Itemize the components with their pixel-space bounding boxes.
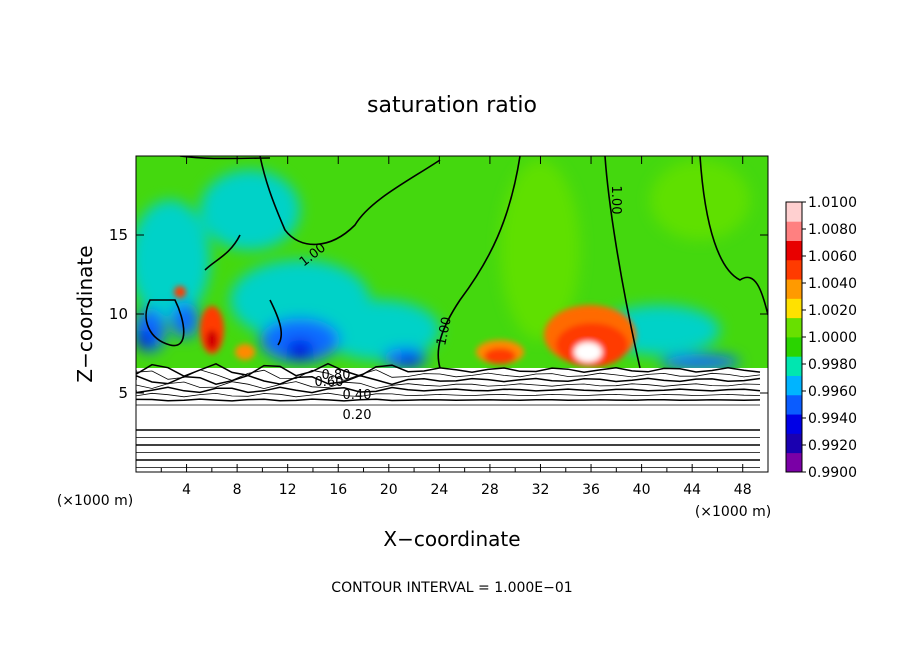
field-patch bbox=[650, 160, 750, 240]
x-tick-label: 40 bbox=[633, 482, 651, 498]
field-patch bbox=[137, 330, 153, 350]
x-tick-label: 24 bbox=[430, 482, 448, 498]
field-patch bbox=[136, 200, 210, 320]
colorbar-label: 0.9960 bbox=[808, 384, 857, 400]
x-axis: 4 8 12 16 20 24 28 32 36 40 44 48 bbox=[160, 156, 752, 498]
contour-lines bbox=[136, 156, 768, 468]
colorbar-label: 0.9900 bbox=[808, 465, 857, 481]
field-patch bbox=[320, 300, 440, 360]
x-tick-label: 32 bbox=[532, 482, 550, 498]
contour-label: 0.80 bbox=[322, 368, 351, 383]
contour-line bbox=[699, 156, 768, 316]
field-hotspot bbox=[174, 286, 186, 298]
contour-line bbox=[269, 299, 282, 346]
colorbar-segment bbox=[786, 298, 802, 319]
field-patch bbox=[286, 340, 314, 360]
x-tick-label: 36 bbox=[582, 482, 600, 498]
contour-label: 0.20 bbox=[343, 408, 372, 423]
x-tick-label: 20 bbox=[380, 482, 398, 498]
contour-line bbox=[136, 398, 761, 402]
colorbar-segment bbox=[786, 452, 802, 473]
x-tick-label: 12 bbox=[279, 482, 297, 498]
x-tick-label: 8 bbox=[233, 482, 242, 498]
field-hotspots bbox=[174, 286, 636, 367]
colorbar-label: 1.0020 bbox=[808, 303, 857, 319]
subsaturated-layer bbox=[136, 368, 768, 472]
contour-line bbox=[136, 386, 761, 394]
colorbar-segment bbox=[786, 433, 802, 454]
colorbar: 0.9900 0.9920 0.9940 0.9960 0.9980 1.0000 1.00… bbox=[785, 195, 857, 481]
field-hotspot bbox=[206, 330, 218, 350]
x-tick-label: 4 bbox=[182, 482, 191, 498]
colorbar-segment bbox=[786, 221, 802, 241]
contour-line bbox=[604, 156, 641, 369]
field-patch bbox=[660, 354, 740, 370]
field-patch bbox=[200, 170, 300, 250]
colorbar-label: 0.9920 bbox=[808, 438, 857, 454]
x-tick-label: 44 bbox=[683, 482, 701, 498]
contour-label: 1.00 bbox=[434, 316, 455, 347]
colorbar-segment bbox=[786, 202, 802, 222]
contour-label: 1.00 bbox=[608, 186, 623, 215]
x-tick-label: 28 bbox=[481, 482, 499, 498]
colorbar-label: 1.0100 bbox=[808, 195, 857, 211]
field-hotspot bbox=[235, 344, 255, 360]
x-unit-left: (×1000 m) bbox=[57, 493, 133, 509]
colorbar-segment bbox=[786, 279, 802, 299]
field-patches bbox=[136, 160, 750, 370]
colorbar-segment bbox=[786, 394, 802, 415]
field-patch bbox=[171, 302, 199, 338]
colorbar-label: 1.0080 bbox=[808, 222, 857, 238]
contour-line bbox=[145, 299, 185, 347]
contour-label: 0.60 bbox=[315, 375, 344, 390]
field-patch bbox=[500, 160, 580, 340]
contour-line bbox=[136, 392, 761, 398]
colorbar-label: 1.0060 bbox=[808, 249, 857, 265]
x-unit-right: (×1000 m) bbox=[695, 504, 771, 520]
y-axis-title: Z−coordinate bbox=[73, 245, 97, 382]
field-hotspot bbox=[484, 348, 516, 364]
x-tick-label: 48 bbox=[734, 482, 752, 498]
x-axis-title: X−coordinate bbox=[383, 527, 520, 551]
colorbar-segment bbox=[786, 356, 802, 376]
colorbar-label: 1.0000 bbox=[808, 330, 857, 346]
y-axis: 5 10 15 bbox=[109, 226, 768, 402]
plot-area bbox=[136, 156, 768, 472]
y-tick-label: 15 bbox=[109, 226, 128, 244]
contour-interval-footer: CONTOUR INTERVAL = 1.000E−01 bbox=[331, 580, 572, 596]
field-patch bbox=[400, 354, 420, 366]
x-tick-label: 16 bbox=[329, 482, 347, 498]
contour-line bbox=[204, 234, 241, 271]
colorbar-segment bbox=[786, 240, 802, 261]
colorbar-segment bbox=[786, 414, 802, 434]
colorbar-segment bbox=[786, 375, 802, 396]
colorbar-label: 1.0040 bbox=[808, 276, 857, 292]
y-tick-label: 10 bbox=[109, 305, 128, 323]
contour-line bbox=[437, 156, 521, 369]
chart-title: saturation ratio bbox=[367, 93, 537, 118]
colorbar-segment bbox=[786, 337, 802, 357]
contour-line bbox=[136, 374, 761, 386]
field-hotspot bbox=[574, 342, 602, 362]
colorbar-segment bbox=[786, 259, 802, 280]
contour-label: 0.40 bbox=[343, 388, 372, 403]
y-tick-label: 5 bbox=[118, 384, 128, 402]
colorbar-label: 0.9940 bbox=[808, 411, 857, 427]
contour-line bbox=[259, 156, 441, 246]
contour-line bbox=[136, 362, 761, 378]
colorbar-segment bbox=[786, 317, 802, 338]
contour-line bbox=[136, 381, 761, 390]
contour-line bbox=[136, 369, 761, 381]
colorbar-label: 0.9980 bbox=[808, 357, 857, 373]
